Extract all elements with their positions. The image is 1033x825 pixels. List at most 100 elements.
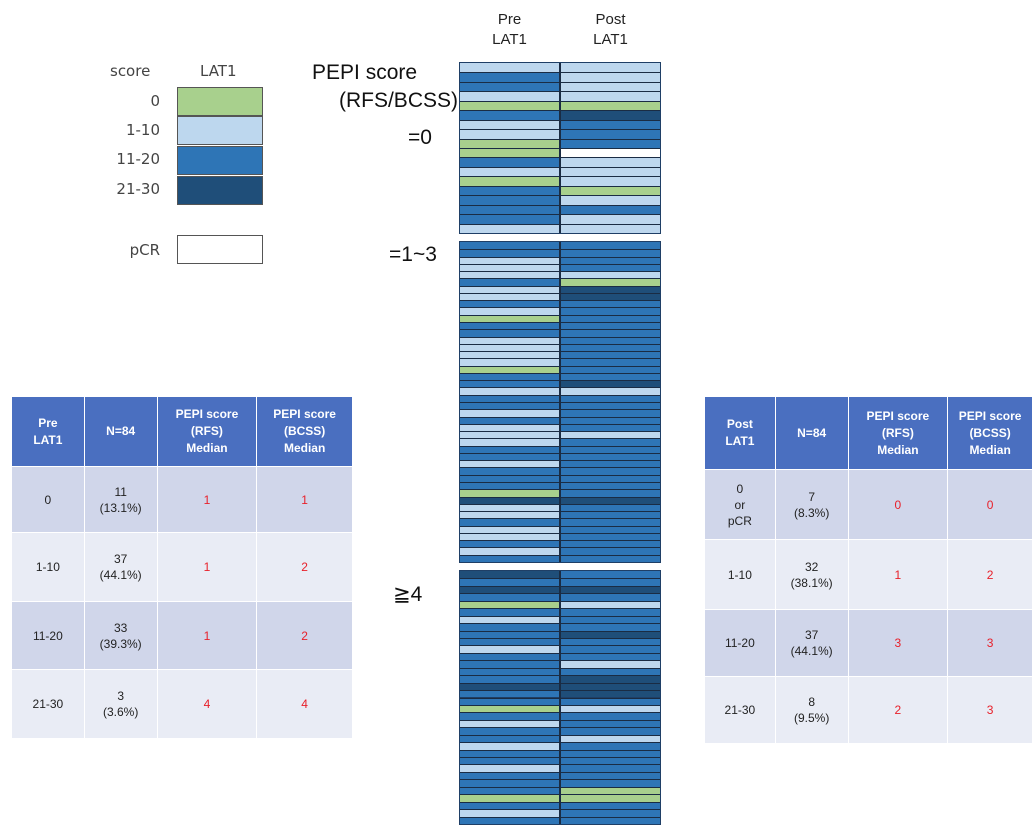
heatmap-cell-pre xyxy=(460,682,559,691)
heatmap-cell-post xyxy=(561,157,660,167)
heatmap-cell-pre xyxy=(460,204,559,215)
heatmap-cell-post xyxy=(561,712,660,720)
heatmap-cell-post xyxy=(561,358,660,366)
heatmap-cell-pre xyxy=(460,351,559,359)
heatmap-cell-pre xyxy=(460,138,559,148)
post-rfs: 0 xyxy=(847,469,949,540)
legend-swatch-pcr xyxy=(177,235,263,264)
post-bcss: 3 xyxy=(947,676,1033,744)
heatmap-cell-pre xyxy=(460,292,559,301)
heatmap-cell-pre xyxy=(460,445,559,453)
heatmap-cell-post xyxy=(561,402,660,410)
heatmap-column-divider xyxy=(559,242,561,562)
heatmap-cell-pre xyxy=(460,615,559,624)
heatmap-cell-pre xyxy=(460,794,559,802)
post-n: 8 (9.5%) xyxy=(774,676,849,744)
heatmap-cell-post xyxy=(561,474,660,482)
pepi-score-title-line2: (RFS/BCSS) xyxy=(338,89,458,112)
heatmap-cell-pre xyxy=(460,300,559,308)
table-row: 11-20 37 (44.1%) 3 3 xyxy=(704,609,1033,677)
heatmap-cell-pre xyxy=(460,402,559,410)
heatmap-cell-pre xyxy=(460,630,559,638)
heatmap-cell-post xyxy=(561,667,660,676)
heatmap-cell-post xyxy=(561,329,660,337)
pre-rfs: 4 xyxy=(156,669,258,739)
heatmap-cell-pre xyxy=(460,166,559,177)
heatmap-cell-pre xyxy=(460,91,559,101)
heatmap-cell-pre xyxy=(460,600,559,609)
legend-swatch-11-20 xyxy=(177,146,263,175)
heatmap-cell-post xyxy=(561,697,660,705)
heatmap-cell-post xyxy=(561,742,660,750)
legend-label-11-20: 11-20 xyxy=(116,150,160,168)
heatmap-cell-post xyxy=(561,660,660,668)
heatmap-cell-post xyxy=(561,365,660,373)
heatmap-cell-pre xyxy=(460,129,559,139)
heatmap-cell-post xyxy=(561,204,660,215)
heatmap-cell-post xyxy=(561,292,660,301)
heatmap-cell-pre xyxy=(460,263,559,272)
heatmap-cell-pre xyxy=(460,645,559,653)
heatmap-cell-pre xyxy=(460,704,559,713)
pre-n: 33 (39.3%) xyxy=(83,601,158,670)
heatmap-cell-pre xyxy=(460,532,559,541)
heatmap-cell-post xyxy=(561,138,660,148)
heatmap-cell-pre xyxy=(460,249,559,257)
heatmap-cell-post xyxy=(561,816,660,824)
table-row: 0 or pCR 7 (8.3%) 0 0 xyxy=(704,469,1033,540)
table-row: 0 11 (13.1%) 1 1 xyxy=(11,466,353,533)
post-n: 37 (44.1%) xyxy=(774,609,849,677)
heatmap: Pre LAT1 Post LAT1 xyxy=(459,0,661,825)
heatmap-cell-post xyxy=(561,794,660,802)
heatmap-cell-pre xyxy=(460,343,559,352)
heatmap-cell-post xyxy=(561,645,660,653)
post-header-cat: Post LAT1 xyxy=(704,396,776,470)
heatmap-cell-pre xyxy=(460,365,559,373)
heatmap-cell-post xyxy=(561,600,660,609)
heatmap-cell-post xyxy=(561,409,660,417)
heatmap-cell-post xyxy=(561,445,660,453)
heatmap-cell-pre xyxy=(460,719,559,728)
heatmap-cell-post xyxy=(561,394,660,402)
heatmap-cell-pre xyxy=(460,757,559,765)
post-n: 32 (38.1%) xyxy=(774,539,849,610)
heatmap-cell-pre xyxy=(460,623,559,631)
heatmap-cell-pre xyxy=(460,489,559,497)
heatmap-cell-post xyxy=(561,460,660,468)
post-header-rfs: PEPI score (RFS) Median xyxy=(847,396,949,470)
post-cat: 1-10 xyxy=(704,539,776,610)
pre-bcss: 2 xyxy=(256,601,353,670)
heatmap-cell-post xyxy=(561,285,660,293)
heatmap-cell-post xyxy=(561,532,660,541)
heatmap-cell-post xyxy=(561,675,660,683)
heatmap-cell-post xyxy=(561,809,660,817)
heatmap-cell-pre xyxy=(460,409,559,417)
heatmap-cell-post xyxy=(561,734,660,743)
heatmap-cell-pre xyxy=(460,195,559,205)
heatmap-cell-post xyxy=(561,100,660,111)
heatmap-cell-pre xyxy=(460,63,559,73)
post-cat: 21-30 xyxy=(704,676,776,744)
heatmap-cell-post xyxy=(561,380,660,388)
heatmap-cell-pre xyxy=(460,525,559,533)
heatmap-cell-pre xyxy=(460,214,559,224)
group-label-4plus: ≧4 xyxy=(393,583,423,606)
heatmap-cell-post xyxy=(561,578,660,586)
pre-bcss: 1 xyxy=(256,466,353,533)
heatmap-cell-pre xyxy=(460,72,559,82)
heatmap-cell-post xyxy=(561,416,660,424)
heatmap-cell-pre xyxy=(460,608,559,616)
table-row: 21-30 3 (3.6%) 4 4 xyxy=(11,669,353,739)
heatmap-cell-pre xyxy=(460,314,559,322)
heatmap-cell-pre xyxy=(460,423,559,432)
heatmap-cell-post xyxy=(561,518,660,526)
heatmap-cell-pre xyxy=(460,81,559,92)
pre-rfs: 1 xyxy=(156,466,258,533)
legend-label-pcr: pCR xyxy=(129,241,160,259)
heatmap-cell-post xyxy=(561,571,660,579)
heatmap-cell-post xyxy=(561,249,660,257)
heatmap-cell-pre xyxy=(460,593,559,601)
heatmap-cell-post xyxy=(561,704,660,713)
heatmap-cell-post xyxy=(561,554,660,562)
post-header-bcss: PEPI score (BCSS) Median xyxy=(947,396,1033,470)
